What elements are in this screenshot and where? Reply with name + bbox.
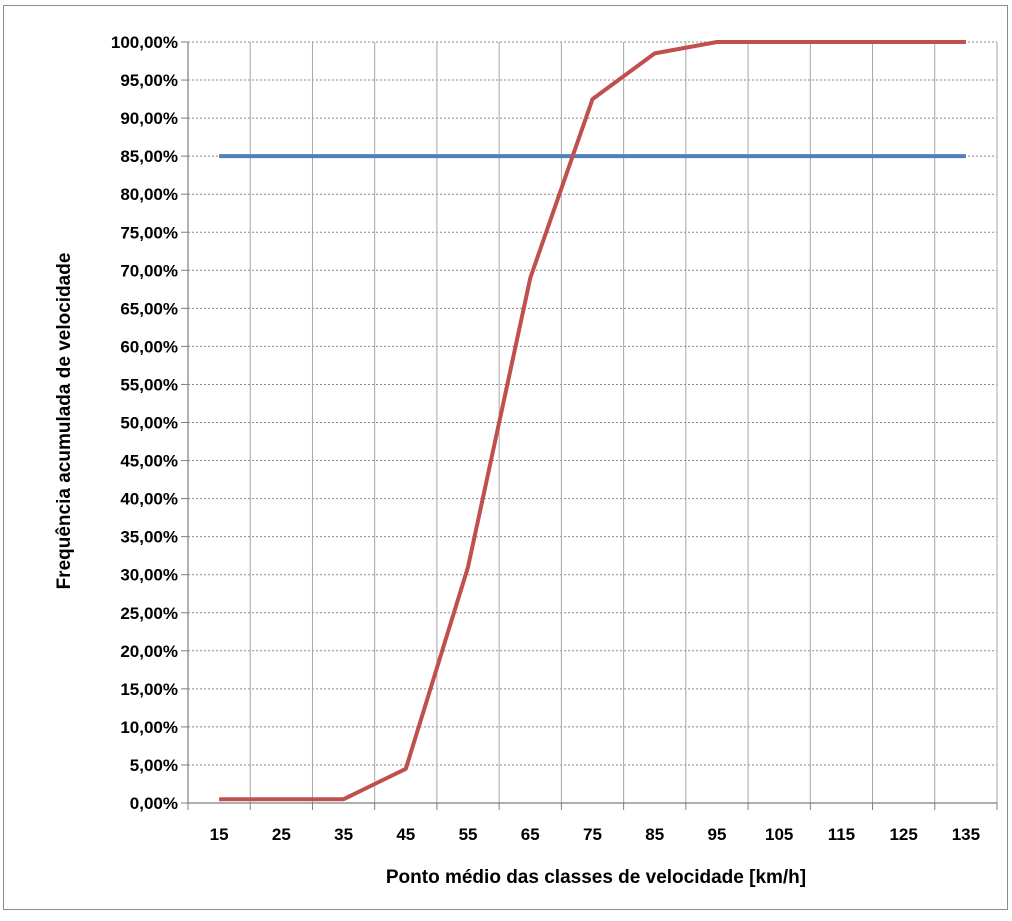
y-tick-label: 100,00% <box>111 33 178 52</box>
cumulative-frequency-line <box>219 40 966 802</box>
y-tick-label: 5,00% <box>130 756 178 775</box>
x-tick-label: 15 <box>210 825 229 844</box>
y-tick-label: 90,00% <box>120 109 178 128</box>
y-tick-label: 10,00% <box>120 718 178 737</box>
x-tick-label: 105 <box>765 825 793 844</box>
gridlines <box>188 41 998 803</box>
y-tick-label: 45,00% <box>120 452 178 471</box>
y-tick-label: 30,00% <box>120 566 178 585</box>
x-tick-label: 35 <box>334 825 353 844</box>
x-tick-label: 125 <box>889 825 917 844</box>
y-tick-label: 35,00% <box>120 528 178 547</box>
x-tick-label: 95 <box>708 825 727 844</box>
y-tick-label: 20,00% <box>120 642 178 661</box>
y-tick-label: 80,00% <box>120 185 178 204</box>
y-tick-label: 15,00% <box>120 680 178 699</box>
series-lines <box>219 40 966 802</box>
y-tick-label: 0,00% <box>130 794 178 813</box>
x-tick-label: 75 <box>583 825 602 844</box>
x-tick-label: 25 <box>272 825 291 844</box>
y-tick-label: 65,00% <box>120 299 178 318</box>
y-tick-label: 50,00% <box>120 414 178 433</box>
y-tick-label: 55,00% <box>120 375 178 394</box>
x-tick-labels: 15 25 35 45 55 65 75 85 95 105 115 125 135 <box>210 825 980 844</box>
axes <box>181 41 998 810</box>
y-tick-label: 95,00% <box>120 71 178 90</box>
x-tick-label: 55 <box>459 825 478 844</box>
y-tick-label: 75,00% <box>120 223 178 242</box>
x-tick-label: 85 <box>645 825 664 844</box>
y-tick-label: 40,00% <box>120 490 178 509</box>
x-tick-label: 135 <box>952 825 980 844</box>
x-tick-label: 45 <box>396 825 415 844</box>
y-tick-label: 25,00% <box>120 604 178 623</box>
y-tick-label: 85,00% <box>120 147 178 166</box>
x-tick-label: 65 <box>521 825 540 844</box>
x-tick-label: 115 <box>828 825 855 844</box>
y-tick-label: 60,00% <box>120 337 178 356</box>
x-axis-title: Ponto médio das classes de velocidade [k… <box>386 867 806 888</box>
y-axis-title: Frequência acumulada de velocidade <box>54 253 75 590</box>
y-tick-labels: 0,00% 5,00% 10,00% 15,00% 20,00% 25,00% 30,00%… <box>111 33 178 813</box>
y-tick-label: 70,00% <box>120 261 178 280</box>
